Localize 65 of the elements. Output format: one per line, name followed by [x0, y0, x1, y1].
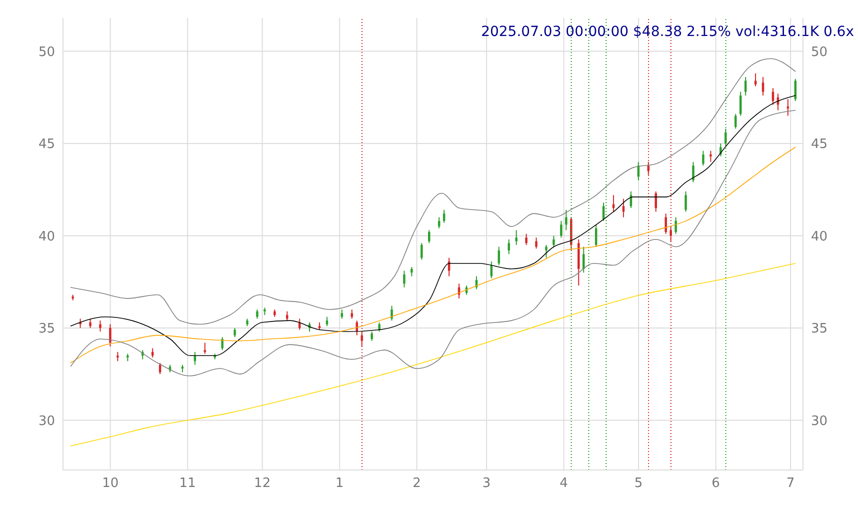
- candlestick: [99, 320, 102, 332]
- x-tick-label: 3: [482, 476, 491, 492]
- candlestick: [552, 235, 555, 248]
- candlestick: [525, 233, 528, 246]
- candlestick: [390, 305, 393, 322]
- candlestick: [326, 316, 328, 327]
- y2-tick-label: 35: [811, 322, 828, 337]
- y-tick-label: 35: [38, 322, 55, 337]
- candlestick: [515, 230, 518, 246]
- candlestick: [535, 237, 538, 250]
- candlestick: [79, 318, 82, 328]
- candlestick: [786, 98, 790, 116]
- candlestick: [762, 76, 764, 96]
- candlestick: [565, 209, 568, 231]
- candlestick: [508, 238, 510, 255]
- candlestick: [545, 244, 548, 258]
- x-tick-label: 7: [786, 476, 795, 492]
- candlestick: [370, 331, 373, 342]
- candlestick: [221, 336, 224, 351]
- candlestick: [739, 91, 742, 116]
- y2-tick-label: 50: [811, 44, 828, 60]
- line-series: [70, 262, 796, 446]
- candlestick: [560, 220, 562, 238]
- candlestick: [234, 327, 236, 338]
- x-tick-label: 11: [179, 476, 196, 492]
- line-series: [70, 58, 796, 325]
- x-tick-label: 1: [335, 476, 344, 492]
- candlestick: [403, 270, 406, 288]
- x-tick-label: 10: [102, 476, 119, 492]
- y2-tick-label: 30: [811, 414, 828, 429]
- candlestick: [204, 342, 206, 354]
- x-tick-label: 5: [634, 476, 643, 492]
- candlestick: [89, 318, 92, 328]
- line-series: [70, 146, 796, 364]
- candlestick: [340, 308, 344, 320]
- y-tick-label: 40: [38, 229, 55, 244]
- x-tick-label: 4: [560, 476, 568, 492]
- y-tick-label: 30: [38, 414, 55, 429]
- candlestick: [410, 266, 413, 277]
- x-tick-label: 12: [254, 476, 271, 492]
- candlestick: [684, 190, 687, 212]
- y-tick-label: 50: [38, 44, 55, 60]
- candlestick: [428, 230, 430, 244]
- y2-tick-label: 45: [811, 137, 828, 152]
- candlestick: [116, 351, 119, 362]
- candlestick: [710, 150, 712, 162]
- candlestick: [754, 72, 757, 87]
- candlestick: [256, 308, 258, 320]
- candlestick: [664, 213, 667, 234]
- y2-tick-label: 40: [811, 229, 828, 244]
- candlestick: [378, 322, 380, 332]
- candlestick: [692, 161, 694, 183]
- candlestick: [350, 308, 354, 320]
- candlestick: [674, 216, 677, 234]
- candlestick: [720, 142, 722, 157]
- y-tick-label: 45: [38, 137, 55, 152]
- chart-title: 2025.07.03 00:00:00 $48.38 2.15% vol:4316.1K 0.6x: [481, 24, 854, 40]
- candlestick: [498, 246, 500, 266]
- candlestick: [744, 76, 747, 96]
- candlestick: [442, 209, 446, 224]
- candlestick: [109, 324, 112, 347]
- candlestick: [702, 150, 704, 166]
- x-tick-label: 2: [412, 476, 421, 492]
- candlestick: [420, 242, 423, 260]
- x-tick-label: 6: [712, 476, 720, 492]
